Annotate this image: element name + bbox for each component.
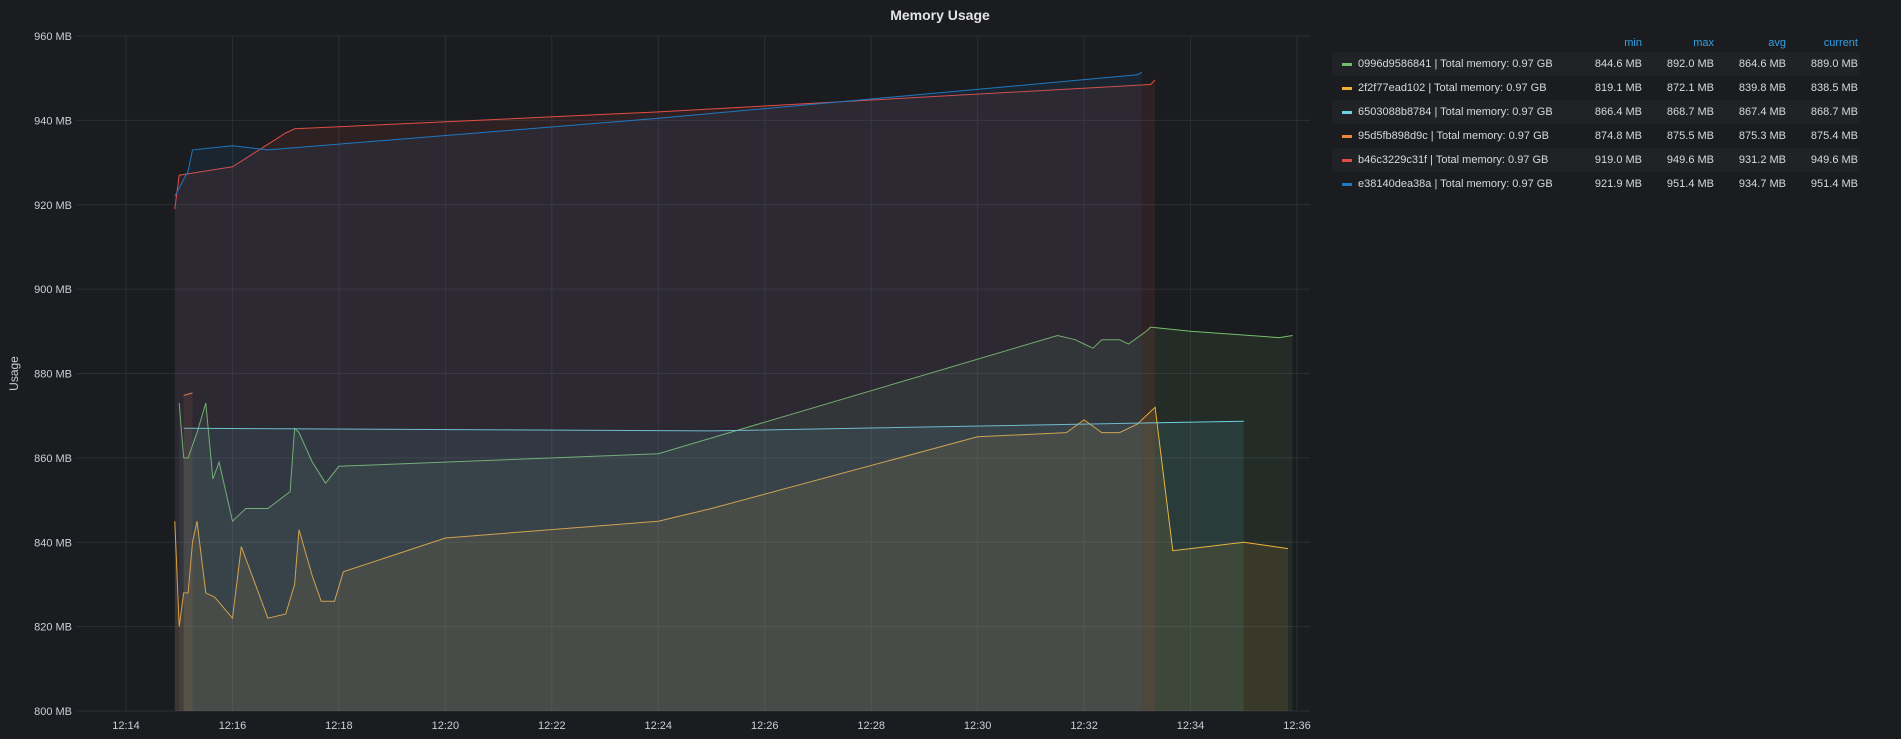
series-swatch[interactable] — [1342, 134, 1352, 138]
x-tick-label: 12:18 — [325, 720, 353, 732]
legend-avg: 934.7 MB — [1738, 178, 1786, 190]
x-tick-label: 12:36 — [1283, 720, 1311, 732]
legend-current: 838.5 MB — [1810, 82, 1858, 94]
x-tick-label: 12:20 — [432, 720, 460, 732]
legend-max: 949.6 MB — [1666, 154, 1714, 166]
y-axis-label: Usage — [7, 356, 21, 391]
series-area — [174, 407, 1289, 711]
x-tick-label: 12:32 — [1070, 720, 1098, 732]
legend-current: 868.7 MB — [1810, 106, 1858, 118]
legend-current: 949.6 MB — [1810, 154, 1858, 166]
x-tick-label: 12:34 — [1177, 720, 1205, 732]
legend-header: min max avg current — [1332, 34, 1860, 52]
legend-col-avg[interactable]: avg — [1768, 37, 1786, 49]
legend-min: 874.8 MB — [1594, 130, 1642, 142]
series-line[interactable] — [178, 326, 1293, 523]
series-line[interactable] — [174, 406, 1289, 627]
y-tick-label: 960 MB — [34, 31, 72, 43]
x-tick-label: 12:14 — [112, 720, 140, 732]
y-tick-label: 840 MB — [34, 537, 72, 549]
y-tick-label: 920 MB — [34, 200, 72, 212]
y-tick-label: 800 MB — [34, 706, 72, 718]
legend-col-min[interactable]: min — [1624, 37, 1642, 49]
x-tick-label: 12:22 — [538, 720, 566, 732]
legend-min: 919.0 MB — [1594, 154, 1642, 166]
legend-col-max[interactable]: max — [1693, 37, 1714, 49]
legend-max: 868.7 MB — [1666, 106, 1714, 118]
legend-table: min max avg current 0996d9586841 | Total… — [1332, 34, 1860, 196]
panel-title[interactable]: Memory Usage — [890, 7, 990, 23]
y-tick-label: 860 MB — [34, 453, 72, 465]
series-swatch[interactable] — [1342, 110, 1352, 114]
series-name[interactable]: 0996d9586841 | Total memory: 0.97 GB — [1358, 58, 1553, 70]
legend-row[interactable]: 2f2f77ead102 | Total memory: 0.97 GB 819… — [1332, 76, 1860, 100]
series-name[interactable]: 95d5fb898d9c | Total memory: 0.97 GB — [1358, 130, 1549, 142]
y-tick-label: 900 MB — [34, 284, 72, 296]
series-swatch[interactable] — [1342, 182, 1352, 186]
legend-row[interactable]: b46c3229c31f | Total memory: 0.97 GB 919… — [1332, 148, 1860, 172]
x-tick-label: 12:16 — [219, 720, 247, 732]
legend-avg: 864.6 MB — [1738, 58, 1786, 70]
x-tick-label: 12:26 — [751, 720, 779, 732]
legend-max: 951.4 MB — [1666, 178, 1714, 190]
series-line[interactable] — [174, 79, 1156, 210]
series-swatch[interactable] — [1342, 86, 1352, 90]
legend-max: 892.0 MB — [1666, 58, 1714, 70]
legend-row[interactable]: 95d5fb898d9c | Total memory: 0.97 GB 874… — [1332, 124, 1860, 148]
series-area — [183, 392, 193, 711]
series-area — [174, 72, 1142, 712]
legend-current: 889.0 MB — [1810, 58, 1858, 70]
series-swatch[interactable] — [1342, 62, 1352, 66]
x-tick-label: 12:24 — [645, 720, 673, 732]
legend-row[interactable]: e38140dea38a | Total memory: 0.97 GB 921… — [1332, 172, 1860, 196]
legend-avg: 839.8 MB — [1738, 82, 1786, 94]
legend-current: 951.4 MB — [1810, 178, 1858, 190]
memory-usage-chart[interactable]: 800 MB 820 MB 840 MB 860 MB 880 MB 900 MB 920 … — [0, 0, 1320, 739]
legend-min: 866.4 MB — [1594, 106, 1642, 118]
legend-row[interactable]: 0996d9586841 | Total memory: 0.97 GB 844… — [1332, 52, 1860, 76]
legend-row[interactable]: 6503088b8784 | Total memory: 0.97 GB 866… — [1332, 100, 1860, 124]
series-name[interactable]: e38140dea38a | Total memory: 0.97 GB — [1358, 178, 1553, 190]
legend-min: 844.6 MB — [1594, 58, 1642, 70]
legend-max: 875.5 MB — [1666, 130, 1714, 142]
legend-min: 819.1 MB — [1594, 82, 1642, 94]
series-name[interactable]: 2f2f77ead102 | Total memory: 0.97 GB — [1358, 82, 1547, 94]
legend-avg: 867.4 MB — [1738, 106, 1786, 118]
series-name[interactable]: 6503088b8784 | Total memory: 0.97 GB — [1358, 106, 1553, 118]
legend-current: 875.4 MB — [1810, 130, 1858, 142]
y-tick-label: 880 MB — [34, 369, 72, 381]
legend-max: 872.1 MB — [1666, 82, 1714, 94]
legend-avg: 931.2 MB — [1738, 154, 1786, 166]
series-swatch[interactable] — [1342, 158, 1352, 162]
x-tick-label: 12:30 — [964, 720, 992, 732]
legend-avg: 875.3 MB — [1738, 130, 1786, 142]
series-area — [174, 79, 1156, 711]
y-tick-label: 820 MB — [34, 622, 72, 634]
series-name[interactable]: b46c3229c31f | Total memory: 0.97 GB — [1358, 154, 1549, 166]
legend-col-current[interactable]: current — [1823, 37, 1858, 49]
series-line[interactable] — [183, 420, 1244, 432]
x-tick-label: 12:28 — [857, 720, 885, 732]
series-area — [183, 421, 1244, 711]
y-tick-label: 940 MB — [34, 115, 72, 127]
series-line[interactable] — [183, 392, 193, 396]
legend-min: 921.9 MB — [1594, 178, 1642, 190]
series-line[interactable] — [174, 71, 1143, 197]
series-area — [179, 327, 1293, 711]
